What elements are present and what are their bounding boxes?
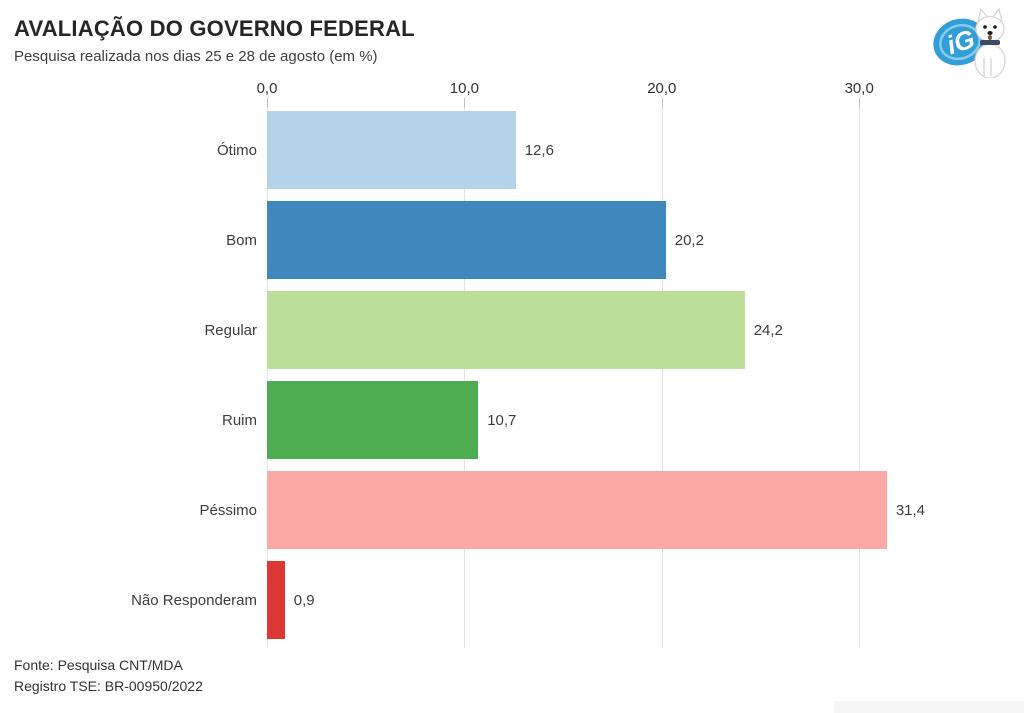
tick-mark bbox=[464, 98, 466, 108]
bar-péssimo bbox=[267, 471, 887, 549]
x-axis-tick-label: 0,0 bbox=[256, 80, 278, 97]
tick-mark bbox=[267, 98, 268, 108]
faint-watermark bbox=[834, 701, 1024, 713]
category-label: Não Responderam bbox=[131, 591, 257, 609]
category-label: Ruim bbox=[221, 411, 257, 429]
category-label: Bom bbox=[226, 231, 257, 249]
value-label: 12,6 bbox=[524, 141, 554, 159]
category-label: Ótimo bbox=[216, 141, 257, 159]
bar-bom bbox=[267, 201, 666, 279]
gridline-0,0 bbox=[267, 108, 268, 648]
gridline-10,0 bbox=[464, 108, 466, 648]
gridline-30,0 bbox=[859, 108, 861, 648]
bar-regular bbox=[267, 291, 745, 369]
chart-header: AVALIAÇÃO DO GOVERNO FEDERAL Pesquisa re… bbox=[14, 16, 415, 65]
bar-ruim bbox=[267, 381, 479, 459]
ig-logo: iG bbox=[930, 6, 1014, 79]
registry-note: Registro TSE: BR-00950/2022 bbox=[14, 678, 203, 694]
value-label: 24,2 bbox=[753, 321, 783, 339]
value-label: 10,7 bbox=[487, 411, 517, 429]
tick-mark bbox=[661, 98, 663, 108]
tick-mark bbox=[859, 98, 861, 108]
ig-logo-icon: iG bbox=[933, 7, 1006, 79]
chart-footer: Fonte: Pesquisa CNT/MDA Registro TSE: BR… bbox=[14, 655, 203, 697]
value-label: 0,9 bbox=[293, 591, 315, 609]
value-label: 20,2 bbox=[674, 231, 704, 249]
category-label: Péssimo bbox=[199, 501, 257, 519]
x-axis-tick-label: 30,0 bbox=[844, 80, 874, 97]
bar-ótimo bbox=[267, 111, 516, 189]
x-axis-tick-label: 10,0 bbox=[449, 80, 479, 97]
x-axis-tick-label: 20,0 bbox=[647, 80, 677, 97]
bar-não-responderam bbox=[267, 561, 285, 639]
category-label: Regular bbox=[204, 321, 257, 339]
value-label: 31,4 bbox=[895, 501, 926, 519]
gridline-20,0 bbox=[661, 108, 663, 648]
source-note: Fonte: Pesquisa CNT/MDA bbox=[14, 657, 183, 673]
page-title: AVALIAÇÃO DO GOVERNO FEDERAL bbox=[14, 16, 415, 41]
page-subtitle: Pesquisa realizada nos dias 25 e 28 de a… bbox=[14, 48, 378, 65]
